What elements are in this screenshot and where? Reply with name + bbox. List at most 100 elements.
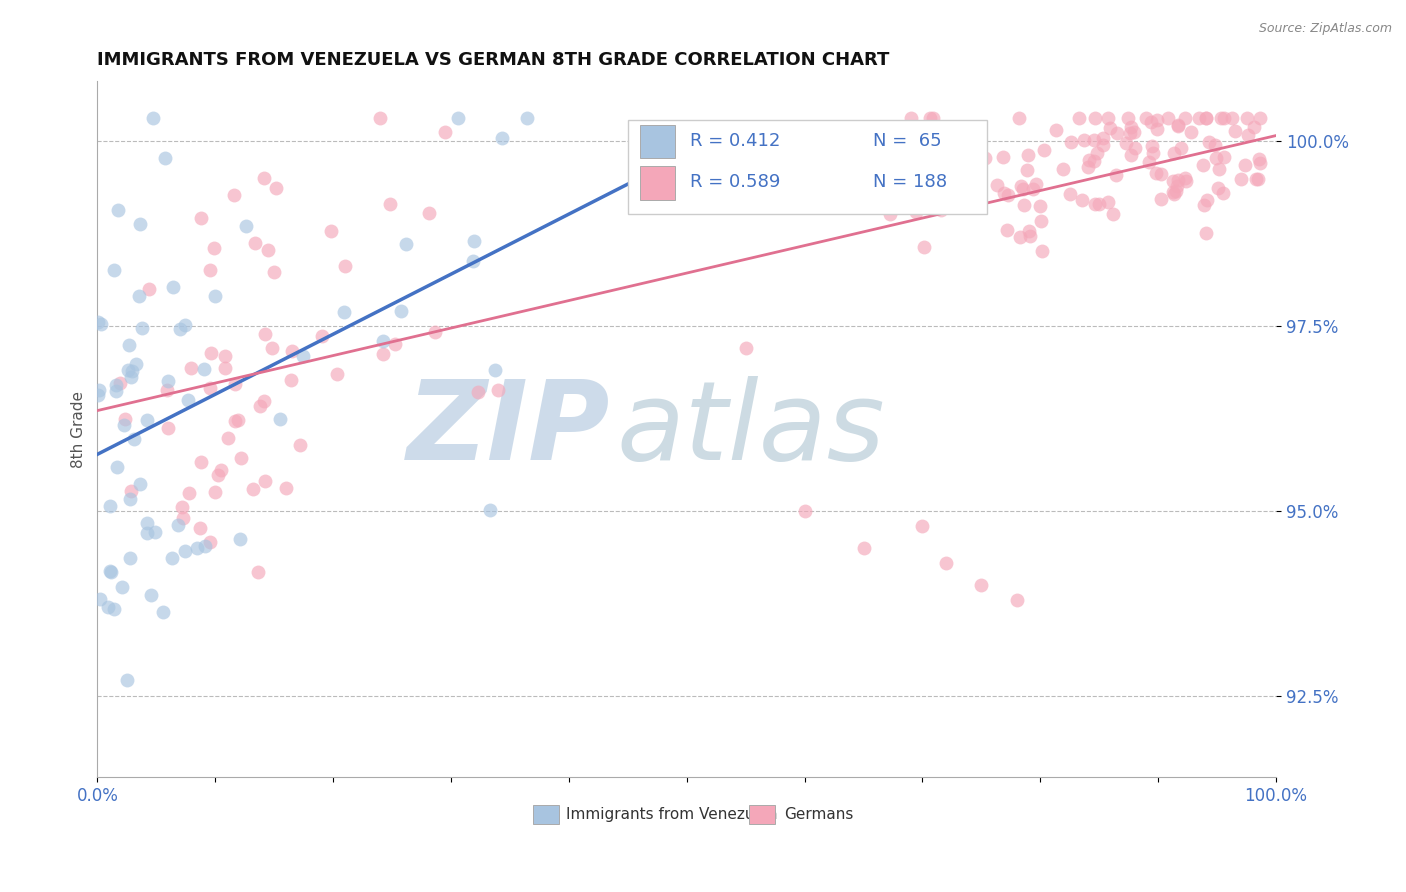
Point (98, 499, 121, 513)
Point (1205, 152, 1227, 166)
Point (918, 112, 941, 126)
Point (1123, 141, 1146, 155)
Point (112, 418, 135, 433)
FancyBboxPatch shape (749, 805, 775, 824)
Point (433, 125, 456, 139)
Point (1249, 112, 1271, 126)
Text: Source: ZipAtlas.com: Source: ZipAtlas.com (1258, 22, 1392, 36)
Point (793, 504, 815, 518)
Point (117, 362, 139, 376)
Point (1222, 112, 1244, 126)
Point (516, 112, 538, 126)
Point (253, 474, 276, 488)
Point (945, 163, 967, 178)
Point (911, 518, 934, 533)
Text: R = 0.589: R = 0.589 (690, 173, 780, 191)
Point (180, 360, 202, 375)
Point (1077, 160, 1099, 174)
Point (224, 376, 246, 391)
Point (198, 263, 221, 277)
Point (1233, 158, 1256, 172)
Point (917, 145, 939, 159)
Point (1174, 171, 1197, 186)
Point (162, 551, 184, 566)
Point (1167, 173, 1189, 187)
Point (200, 346, 222, 360)
Text: Germans: Germans (785, 807, 853, 822)
Point (1246, 171, 1268, 186)
Point (253, 170, 276, 185)
Point (128, 218, 150, 232)
Point (876, 128, 898, 142)
Point (1032, 143, 1054, 157)
Point (395, 237, 418, 252)
Point (418, 205, 440, 219)
Point (1012, 198, 1035, 212)
Point (157, 375, 180, 389)
Point (1088, 196, 1111, 211)
Point (1150, 192, 1173, 206)
Point (1084, 197, 1107, 211)
Point (262, 341, 284, 355)
Point (986, 178, 1008, 193)
Point (370, 112, 392, 126)
Text: ZIP: ZIP (406, 376, 610, 483)
Point (1052, 161, 1074, 176)
Text: N =  65: N = 65 (873, 131, 942, 150)
Point (1029, 214, 1052, 228)
Point (1029, 199, 1052, 213)
Point (928, 151, 950, 165)
Point (1083, 133, 1105, 147)
Point (217, 431, 239, 445)
Point (1073, 133, 1095, 147)
Point (269, 412, 291, 426)
Point (1197, 193, 1219, 207)
Point (461, 253, 484, 268)
Point (389, 304, 412, 318)
Point (1146, 112, 1168, 127)
Point (118, 338, 141, 352)
Point (1022, 182, 1045, 196)
Text: Immigrants from Venezuela: Immigrants from Venezuela (567, 807, 778, 822)
Point (997, 188, 1019, 202)
Point (136, 525, 159, 540)
Point (186, 541, 208, 555)
Point (1212, 112, 1234, 126)
Point (922, 189, 945, 203)
Point (103, 602, 125, 616)
Point (87, 315, 110, 329)
Point (912, 240, 935, 254)
Point (1119, 120, 1142, 134)
Point (1119, 148, 1142, 162)
Point (274, 482, 297, 496)
Text: IMMIGRANTS FROM VENEZUELA VS GERMAN 8TH GRADE CORRELATION CHART: IMMIGRANTS FROM VENEZUELA VS GERMAN 8TH … (97, 51, 890, 69)
Point (253, 393, 276, 408)
Point (249, 399, 271, 413)
Point (1078, 153, 1101, 168)
Point (1236, 112, 1258, 126)
Point (934, 134, 956, 148)
Point (1025, 178, 1047, 192)
Point (1192, 198, 1215, 212)
Point (1167, 119, 1189, 133)
Point (129, 476, 152, 491)
Point (1204, 137, 1226, 152)
Point (1140, 139, 1163, 153)
Point (734, 341, 756, 355)
Point (177, 393, 200, 408)
Point (1163, 187, 1185, 202)
Point (226, 413, 249, 427)
Point (1195, 112, 1218, 126)
Point (446, 112, 468, 126)
Point (335, 260, 357, 274)
Point (135, 516, 157, 531)
Point (222, 188, 245, 202)
Point (1249, 156, 1271, 170)
Point (124, 357, 146, 371)
FancyBboxPatch shape (628, 120, 987, 213)
Point (1146, 122, 1168, 136)
Point (1115, 136, 1137, 150)
Point (1180, 125, 1202, 139)
Point (1192, 158, 1215, 172)
Point (1237, 128, 1260, 143)
